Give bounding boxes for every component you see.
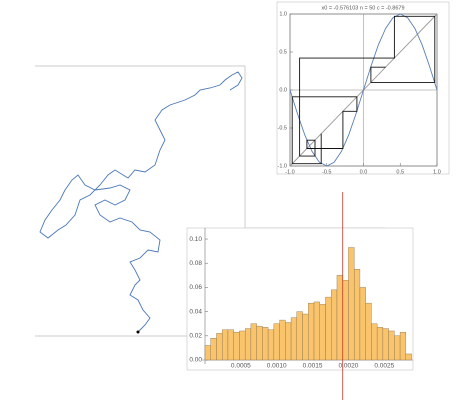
- bar: [376, 327, 384, 361]
- bar: [388, 330, 395, 361]
- y-tick-label: 0.02: [189, 333, 202, 340]
- series-line: [39, 71, 243, 333]
- series-line: [291, 15, 436, 165]
- bar: [331, 289, 338, 361]
- x-tick-label: 0.0010: [267, 363, 287, 370]
- bar: [279, 319, 286, 361]
- bar: [267, 329, 275, 361]
- y-tick-label: 0.08: [189, 260, 202, 267]
- x-tick-label: 0.0020: [339, 363, 359, 370]
- y-tick-label: 0.10: [189, 236, 202, 243]
- bar: [250, 323, 257, 361]
- y-tick-label: 0.00: [189, 357, 202, 364]
- x-tick-label: 0.0025: [374, 363, 394, 370]
- x-tick-label: 0.0005: [231, 363, 251, 370]
- bar: [405, 353, 412, 361]
- bar: [285, 322, 292, 361]
- cobweb-frame: [276, 1, 450, 175]
- series-line: [289, 13, 438, 167]
- bar: [302, 313, 309, 361]
- start-point: [136, 330, 140, 334]
- bar: [371, 323, 378, 361]
- y-tick-label: 1.0: [279, 11, 287, 17]
- bar: [359, 287, 366, 361]
- x-tick-label: -1.0: [285, 169, 294, 175]
- bar: [336, 275, 343, 361]
- x-tick-label: 0.5: [396, 169, 404, 175]
- bar: [365, 302, 372, 361]
- bar: [227, 329, 234, 361]
- bar: [262, 327, 269, 361]
- y-tick-label: -0.5: [278, 125, 287, 131]
- x-tick-label: -0.5: [322, 169, 331, 175]
- chart-title: x0 = -0.576103 n = 50 c = -0.8679: [321, 5, 404, 11]
- x-tick-label: 0.0015: [303, 363, 323, 370]
- y-tick-label: 0.0: [279, 87, 287, 93]
- bar: [244, 328, 252, 361]
- bar: [399, 331, 407, 361]
- bar: [256, 325, 263, 361]
- bar: [308, 302, 315, 361]
- x-tick-label: 0.0: [360, 169, 368, 175]
- y-tick-label: 0.04: [189, 308, 202, 315]
- bar: [210, 338, 217, 361]
- bar: [394, 335, 401, 361]
- bar: [382, 328, 389, 361]
- y-tick-label: 0.5: [279, 49, 287, 55]
- bar: [353, 269, 361, 361]
- bar: [342, 279, 349, 361]
- bar: [222, 329, 229, 361]
- bar: [290, 317, 298, 361]
- bar: [348, 247, 355, 361]
- bar: [319, 304, 326, 361]
- y-tick-label: 0.06: [189, 284, 202, 291]
- bar: [296, 311, 303, 361]
- bar: [325, 296, 332, 361]
- x-tick-label: 1.0: [433, 169, 441, 175]
- bar: [233, 331, 240, 361]
- bar: [273, 323, 280, 361]
- bar: [313, 301, 320, 361]
- bar: [239, 330, 246, 361]
- y-tick-label: -1.0: [278, 163, 287, 169]
- bar: [216, 333, 223, 361]
- bar: [204, 345, 211, 361]
